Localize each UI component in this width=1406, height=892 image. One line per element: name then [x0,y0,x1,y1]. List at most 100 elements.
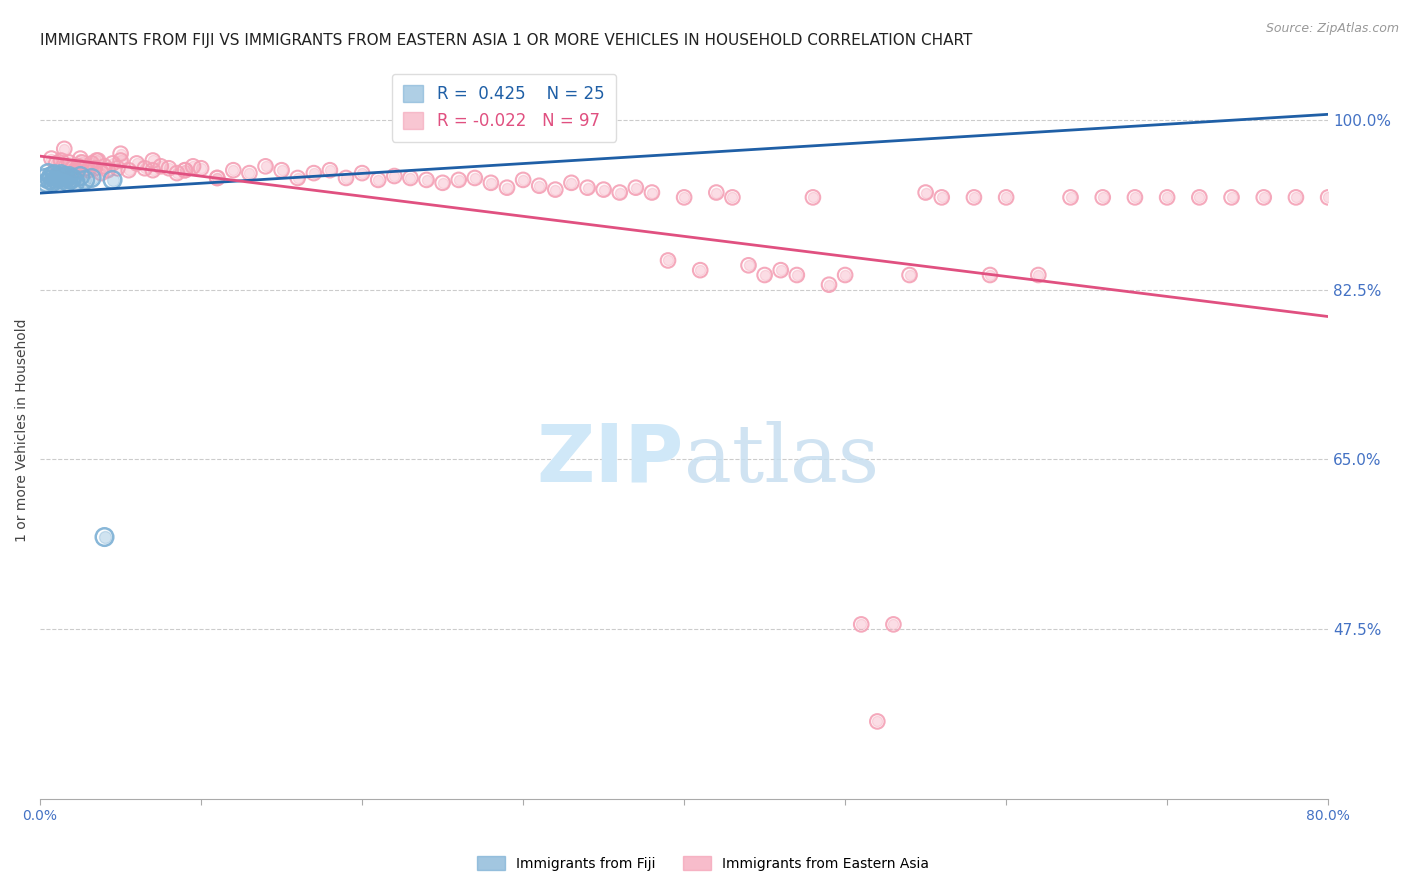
Point [657,253,679,268]
Point [190,161,212,176]
Point [479,176,502,190]
Point [931,190,953,204]
Point [641,186,664,200]
Point [97,163,120,178]
Point [898,268,921,282]
Point [101,173,124,187]
Point [1059,190,1081,204]
Point [818,277,841,292]
Point [65,175,87,189]
Point [134,161,156,176]
Point [786,268,808,282]
Point [205,171,228,186]
Point [35,176,58,190]
Point [174,163,197,178]
Point [75,161,97,176]
Point [86,153,108,168]
Point [496,180,519,194]
Point [335,171,357,186]
Point [53,169,76,183]
Point [134,161,156,176]
Point [110,146,132,161]
Point [834,268,856,282]
Point [38,173,60,187]
Point [882,617,904,632]
Point [560,176,582,190]
Point [399,171,422,186]
Point [529,178,551,193]
Point [769,263,792,277]
Point [238,166,260,180]
Point [319,163,342,178]
Point [70,155,93,169]
Point [69,152,91,166]
Point [1028,268,1050,282]
Point [335,171,357,186]
Point [80,171,103,186]
Point [42,175,65,189]
Point [851,617,873,632]
Point [105,161,128,176]
Point [41,169,63,183]
Point [834,268,856,282]
Point [544,183,567,197]
Point [302,166,325,180]
Point [1188,190,1211,204]
Point [1156,190,1178,204]
Point [44,167,66,181]
Point [1285,190,1308,204]
Point [995,190,1018,204]
Point [77,163,100,178]
Point [49,153,72,168]
Point [55,171,77,186]
Point [42,175,65,189]
Point [58,155,80,169]
Point [754,268,776,282]
Point [399,171,422,186]
Point [46,169,69,183]
Point [415,173,437,187]
Point [46,169,69,183]
Point [931,190,953,204]
Point [93,530,115,544]
Point [1123,190,1146,204]
Point [48,171,70,186]
Point [174,163,197,178]
Point [55,171,77,186]
Point [238,166,260,180]
Point [60,171,83,186]
Point [254,159,277,173]
Point [65,175,87,189]
Point [641,186,664,200]
Point [69,152,91,166]
Point [609,186,631,200]
Point [1317,190,1340,204]
Point [93,530,115,544]
Point [704,186,727,200]
Legend: R =  0.425    N = 25, R = -0.022   N = 97: R = 0.425 N = 25, R = -0.022 N = 97 [392,73,616,142]
Point [166,166,188,180]
Point [529,178,551,193]
Point [222,163,245,178]
Point [142,163,165,178]
Point [60,161,83,176]
Point [41,169,63,183]
Point [86,153,108,168]
Point [48,171,70,186]
Point [34,171,56,186]
Point [41,152,63,166]
Point [101,173,124,187]
Point [45,173,67,187]
Point [52,173,75,187]
Point [963,190,986,204]
Point [914,186,936,200]
Point [67,159,90,173]
Point [367,173,389,187]
Point [592,183,614,197]
Point [181,159,204,173]
Point [1156,190,1178,204]
Point [80,156,103,170]
Point [55,159,77,173]
Point [432,176,454,190]
Point [352,166,374,180]
